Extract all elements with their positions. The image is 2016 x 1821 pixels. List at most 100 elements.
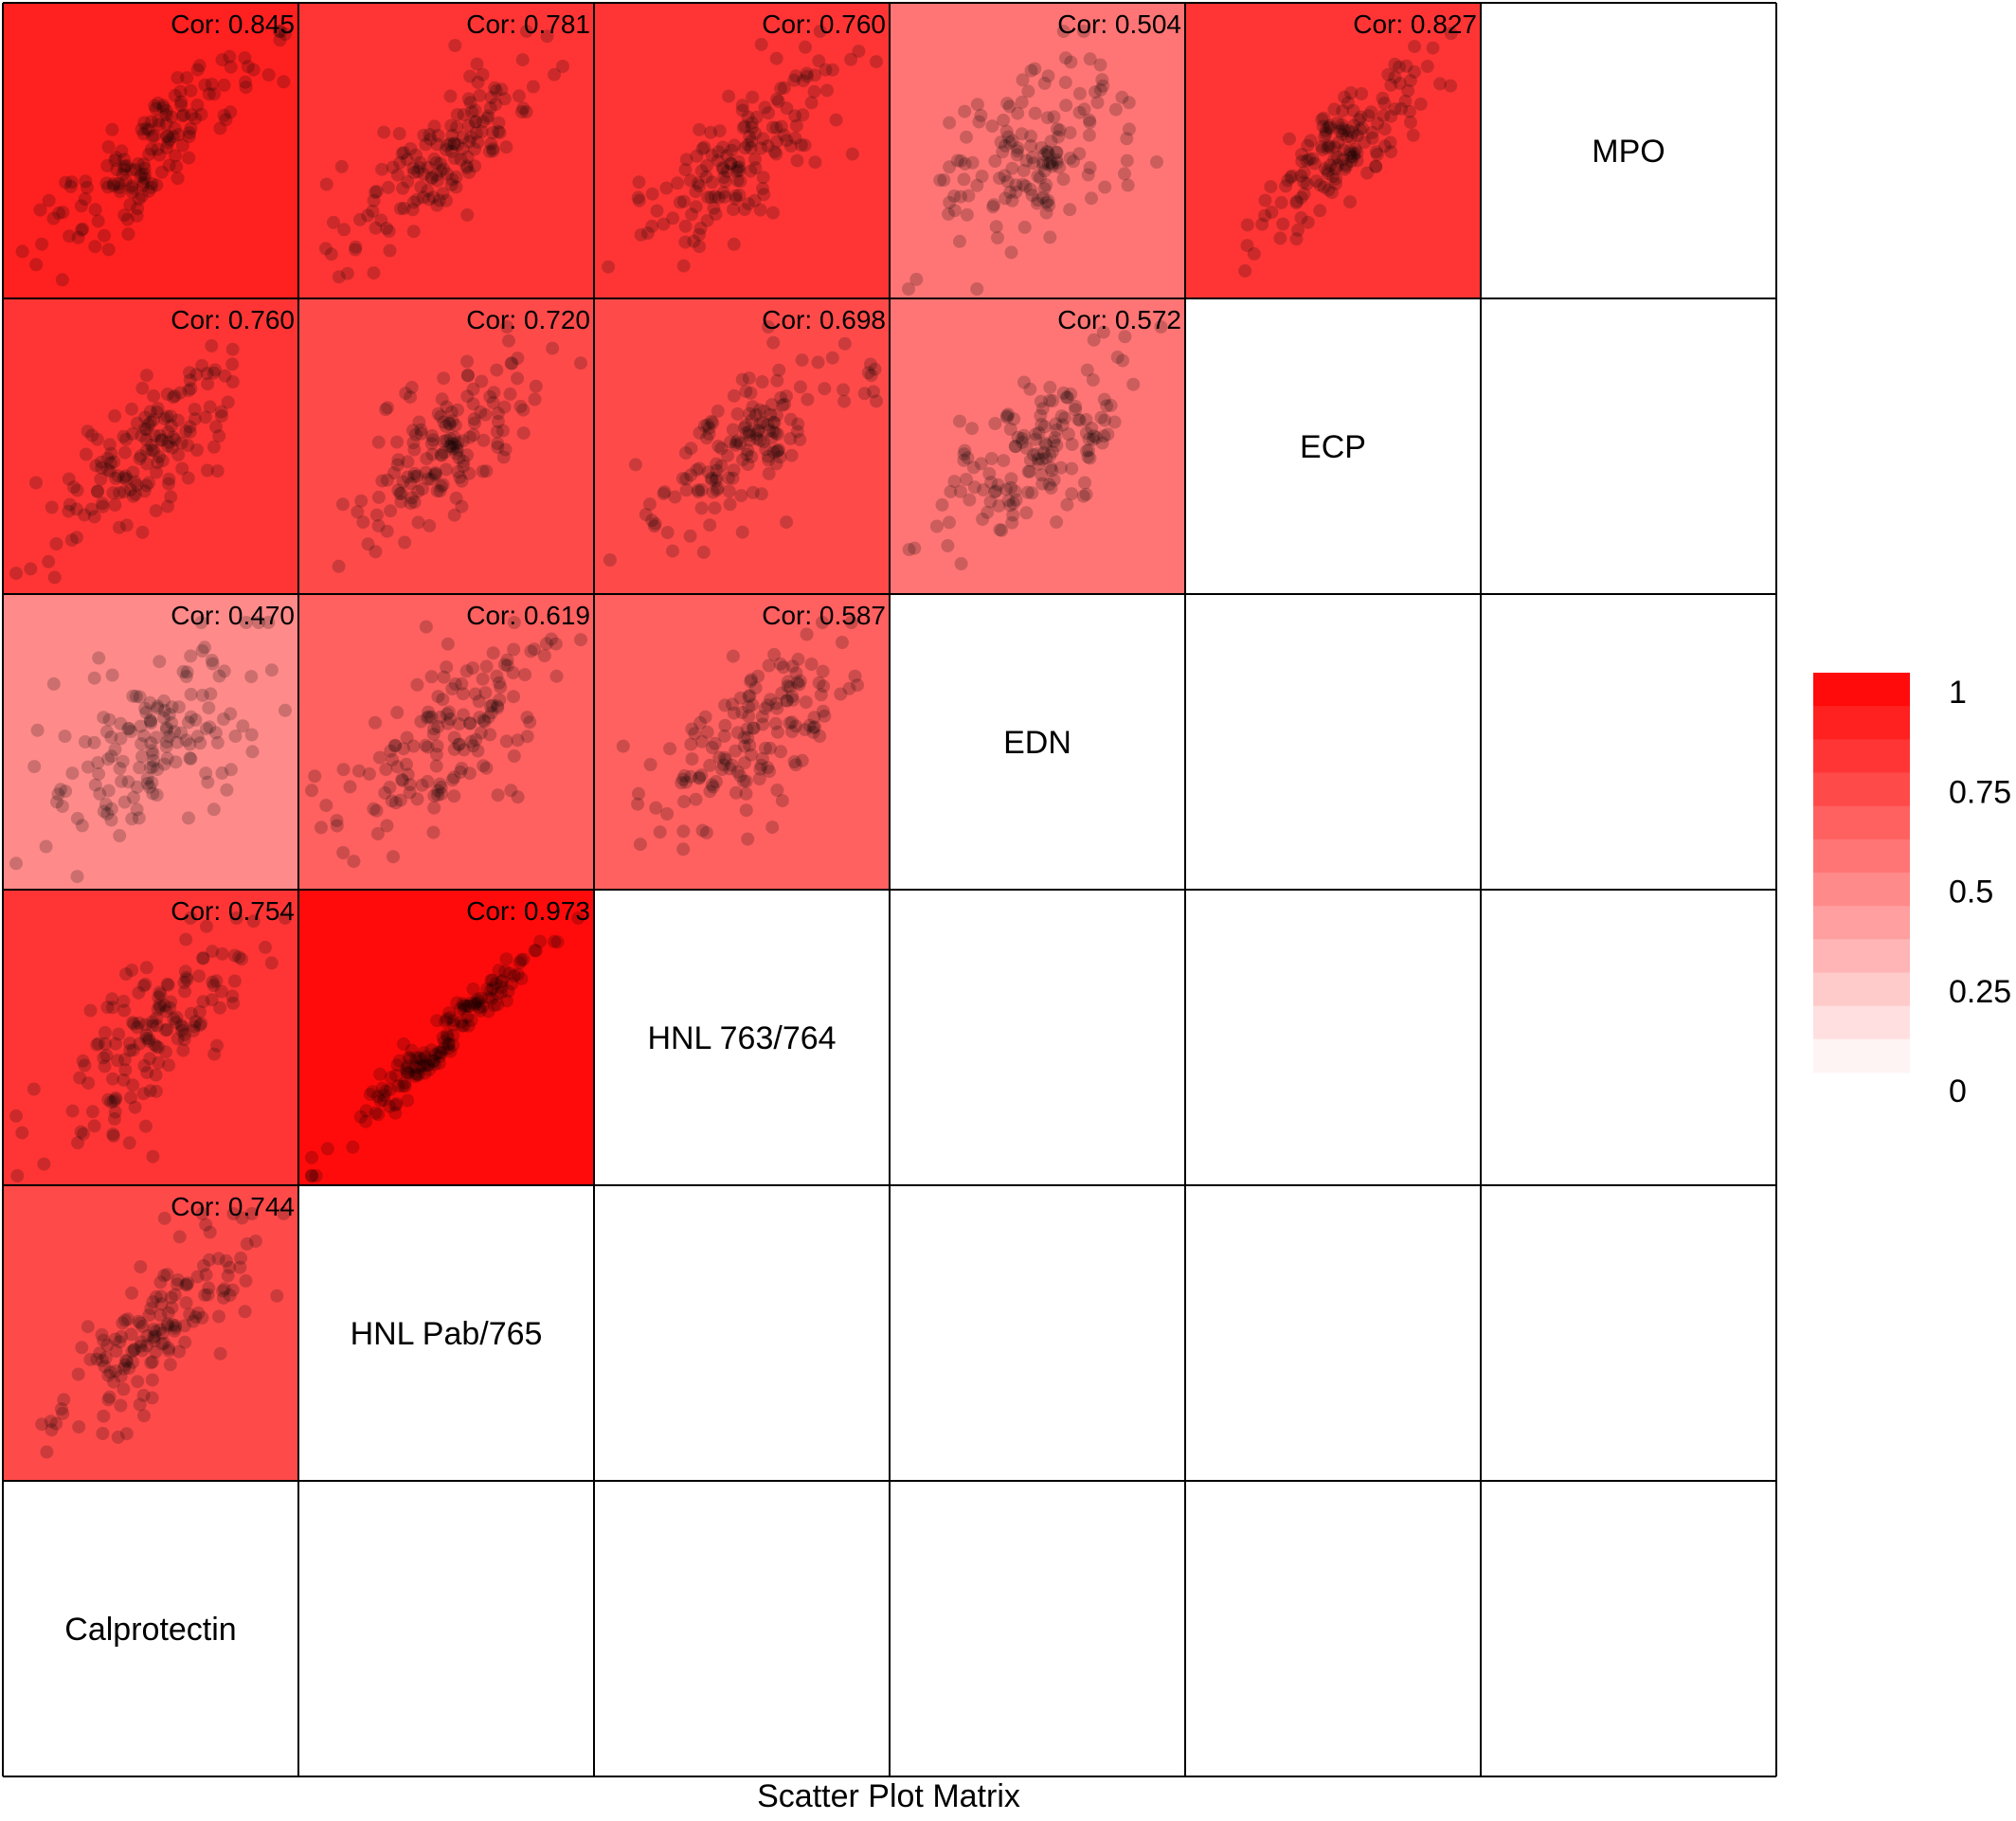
scatter-point <box>496 450 511 464</box>
scatter-point <box>710 471 724 485</box>
scatter-point <box>987 198 1000 212</box>
scatter-point <box>943 160 957 174</box>
scatter-point <box>1035 417 1049 431</box>
scatter-point <box>450 996 464 1010</box>
scatter-point <box>441 705 456 719</box>
scatter-point <box>448 39 462 52</box>
scatter-point <box>500 653 514 667</box>
scatter-point <box>730 161 745 175</box>
scatter-point <box>423 132 438 146</box>
scatter-point <box>1047 435 1061 449</box>
scatter-point <box>1319 126 1333 140</box>
scatter-point <box>549 637 563 651</box>
scatter-point <box>495 981 509 994</box>
scatter-point <box>407 470 422 483</box>
scatter-point <box>183 751 197 766</box>
scatter-point <box>1001 407 1016 422</box>
scatter-point <box>431 406 445 421</box>
scatter-point <box>512 89 526 103</box>
scatter-point <box>1290 194 1304 208</box>
scatter-point <box>438 1035 451 1049</box>
scatter-point <box>442 440 457 453</box>
scatter-point <box>490 363 504 377</box>
scatter-point <box>998 169 1012 183</box>
scatter-point <box>484 973 498 987</box>
scatter-point <box>746 485 760 499</box>
scatter-point <box>1095 73 1109 87</box>
scatter-point <box>476 67 490 81</box>
scatter-point <box>734 489 748 503</box>
scatter-point <box>441 1028 454 1041</box>
scatter-point <box>1065 438 1079 451</box>
legend-swatch <box>1813 1038 1910 1073</box>
scatter-point <box>77 1127 90 1141</box>
scatter-point <box>663 742 677 756</box>
scatter-point <box>171 448 186 462</box>
scatter-point <box>405 380 419 394</box>
scatter-point <box>142 147 156 161</box>
scatter-point <box>147 1330 160 1344</box>
legend-swatch <box>1813 1005 1910 1040</box>
scatter-point <box>460 369 475 383</box>
scatter-point <box>1333 124 1347 138</box>
scatter-point <box>133 690 147 704</box>
scatter-point <box>1255 217 1269 231</box>
scatter-point <box>64 533 79 548</box>
scatter-point <box>649 801 663 815</box>
scatter-point <box>159 1004 173 1019</box>
scatter-point <box>240 1236 254 1251</box>
scatter-point <box>215 947 229 961</box>
scatter-point <box>192 1005 207 1019</box>
scatter-point <box>105 1001 119 1015</box>
scatter-point <box>158 1045 172 1059</box>
scatter-point <box>423 192 436 207</box>
scatter-point <box>210 464 225 478</box>
scatter-point <box>687 234 701 248</box>
scatter-point <box>1369 160 1383 174</box>
scatter-point <box>176 1043 190 1057</box>
scatter-point <box>126 1078 140 1092</box>
scatter-point <box>112 520 126 534</box>
scatter-point <box>410 792 424 806</box>
scatter-point <box>124 163 138 177</box>
scatter-point <box>139 1028 153 1042</box>
scatter-point <box>152 990 166 1004</box>
scatter-point <box>178 984 192 999</box>
legend-tick-label: 1 <box>1949 675 1967 711</box>
scatter-point <box>788 131 802 145</box>
scatter-point <box>483 389 497 404</box>
scatter-point <box>218 1282 231 1296</box>
panel-background <box>298 298 594 594</box>
scatter-point <box>486 396 500 409</box>
scatter-point <box>218 369 232 383</box>
scatter-point <box>1098 180 1112 194</box>
scatter-point <box>1047 110 1061 124</box>
scatter-point <box>500 320 514 334</box>
scatter-point <box>64 175 79 189</box>
scatter-point <box>693 122 707 136</box>
scatter-point <box>768 426 783 441</box>
scatter-point <box>173 84 188 99</box>
correlation-label: Cor: 0.827 <box>1353 9 1477 39</box>
scatter-point <box>1076 25 1090 38</box>
scatter-point <box>705 778 719 792</box>
scatter-point <box>419 465 433 479</box>
scatter-point <box>495 974 510 987</box>
scatter-point <box>106 177 120 190</box>
scatter-point <box>104 730 118 744</box>
scatter-point <box>1023 182 1037 196</box>
scatter-point <box>440 138 454 153</box>
scatter-point <box>486 646 500 660</box>
scatter-point <box>459 161 474 175</box>
scatter-point <box>1078 476 1091 490</box>
scatter-point <box>175 138 189 153</box>
scatter-point <box>151 1002 165 1017</box>
panel-background <box>594 298 890 594</box>
scatter-point <box>156 100 171 115</box>
scatter-point <box>393 793 407 807</box>
scatter-panel: Cor: 0.470 <box>3 594 298 890</box>
scatter-point <box>462 166 477 179</box>
scatter-point <box>729 744 743 758</box>
scatter-point <box>119 158 134 172</box>
scatter-point <box>1344 150 1359 164</box>
